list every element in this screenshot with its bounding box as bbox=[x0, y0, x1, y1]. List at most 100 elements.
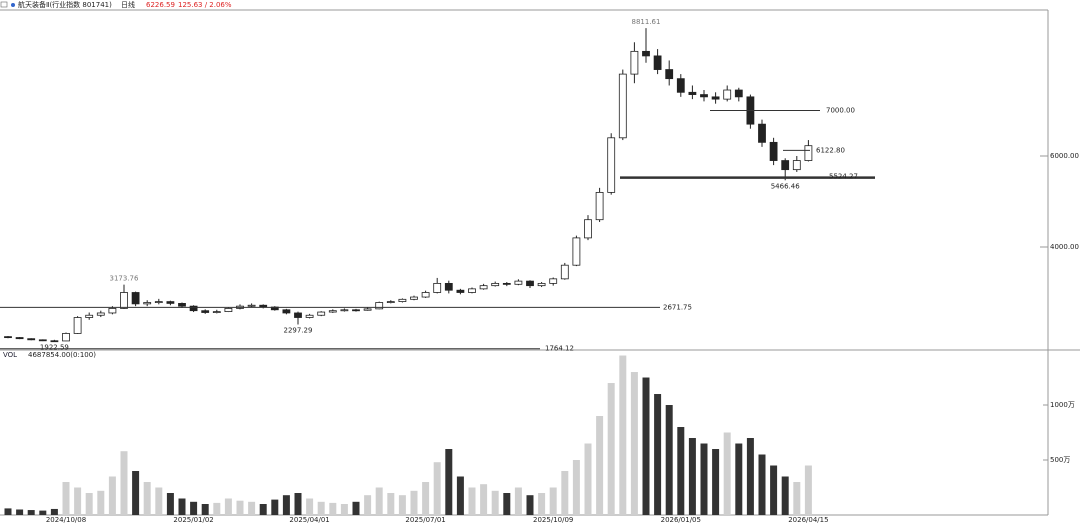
volume-bar bbox=[236, 500, 244, 515]
volume-bar bbox=[781, 476, 789, 515]
volume-bar bbox=[317, 501, 325, 515]
volume-bar bbox=[74, 487, 82, 515]
change: 125.63 / 2.06% bbox=[178, 1, 232, 9]
volume-bar bbox=[561, 471, 569, 515]
volume-bar bbox=[700, 443, 708, 515]
volume-bar bbox=[329, 502, 337, 515]
candle-body bbox=[630, 50, 639, 75]
volume-bar bbox=[596, 416, 604, 515]
menu-icon[interactable] bbox=[0, 1, 8, 8]
volume-bar bbox=[572, 460, 580, 515]
volume-bar bbox=[770, 465, 778, 515]
candle-body bbox=[549, 278, 558, 284]
volume-bar bbox=[62, 482, 70, 515]
candle-body bbox=[282, 309, 291, 314]
volume-bar bbox=[27, 510, 35, 515]
candle-body bbox=[665, 69, 674, 80]
volume-bar bbox=[85, 493, 93, 515]
volume-bar bbox=[143, 482, 151, 515]
candle-body bbox=[421, 292, 430, 298]
volume-bar bbox=[132, 471, 140, 515]
volume-bar bbox=[120, 451, 128, 515]
candle-body bbox=[73, 317, 82, 334]
volume-bar bbox=[735, 443, 743, 515]
candle-body bbox=[120, 292, 128, 309]
volume-bar bbox=[712, 449, 720, 515]
volume-bar bbox=[271, 499, 279, 515]
candle-body bbox=[224, 308, 233, 313]
candle-body bbox=[618, 73, 627, 139]
volume-bar bbox=[445, 449, 453, 515]
candle-body bbox=[688, 91, 697, 95]
volume-bar bbox=[804, 465, 812, 515]
x-tick-label: 2024/10/08 bbox=[46, 516, 86, 524]
volume-bar bbox=[468, 487, 476, 515]
candle-body bbox=[653, 55, 662, 70]
candle-body bbox=[154, 301, 163, 303]
volume-bar bbox=[630, 372, 638, 515]
candle-body bbox=[189, 305, 198, 312]
volume-bar bbox=[503, 493, 511, 515]
volume-bar bbox=[224, 498, 232, 515]
volume-bar bbox=[294, 493, 302, 515]
volume-bar bbox=[654, 394, 662, 515]
candle-body bbox=[178, 303, 186, 307]
volume-bar bbox=[39, 510, 47, 515]
candle-body bbox=[352, 309, 360, 312]
high-label: 3173.76 bbox=[110, 275, 139, 283]
volume-label: VOL bbox=[3, 351, 17, 359]
level-label: 1764.12 bbox=[545, 345, 574, 353]
volume-bar bbox=[97, 490, 105, 515]
volume-bar bbox=[213, 502, 221, 515]
volume-info: 4687854.00(0:100) bbox=[28, 351, 96, 359]
volume-bar bbox=[375, 487, 383, 515]
candle-body bbox=[769, 141, 778, 161]
volume-bar bbox=[514, 487, 522, 515]
candle-body bbox=[734, 89, 743, 98]
candle-body bbox=[642, 50, 650, 57]
candle-body bbox=[340, 309, 349, 312]
candle-body bbox=[804, 145, 813, 161]
volume-bar bbox=[155, 487, 163, 515]
volume-bar bbox=[410, 490, 418, 515]
candle-body bbox=[595, 191, 604, 221]
level-label: 5524.27 bbox=[829, 173, 858, 181]
last-price: 6226.59 bbox=[146, 1, 175, 9]
candle-body bbox=[560, 264, 569, 280]
candle-body bbox=[201, 310, 210, 313]
index-title: 航天装备Ⅱ(行业指数 801741) bbox=[18, 0, 112, 9]
volume-bar bbox=[248, 501, 256, 515]
candle-body bbox=[526, 280, 534, 287]
volume-bar bbox=[387, 493, 395, 515]
candle-body bbox=[676, 78, 685, 93]
candle-body bbox=[4, 336, 12, 339]
candle-body bbox=[247, 304, 256, 307]
volume-bar bbox=[688, 438, 696, 515]
candle-body bbox=[131, 292, 140, 305]
volume-bar bbox=[619, 355, 627, 515]
candle-body bbox=[456, 289, 465, 293]
level-label: 7000.00 bbox=[826, 107, 855, 115]
candle-body bbox=[50, 340, 59, 343]
volume-bar bbox=[259, 504, 267, 515]
volume-bar bbox=[201, 504, 209, 515]
volume-bar bbox=[677, 427, 685, 515]
symbol-dot bbox=[11, 3, 15, 7]
candle-body bbox=[711, 96, 720, 100]
candle-body bbox=[328, 310, 337, 313]
volume-bar bbox=[793, 482, 801, 515]
volume-bar bbox=[549, 487, 557, 515]
level-label: 6122.80 bbox=[816, 146, 845, 154]
candle-body bbox=[468, 288, 476, 293]
volume-bar bbox=[352, 501, 360, 515]
volume-bar bbox=[607, 383, 615, 515]
volume-bar bbox=[340, 504, 348, 515]
volume-bar bbox=[178, 498, 186, 515]
candle-body bbox=[792, 160, 801, 171]
x-tick-label: 2025/07/01 bbox=[405, 516, 445, 524]
candle-body bbox=[143, 302, 152, 305]
period[interactable]: 日线 bbox=[121, 0, 135, 9]
candle-body bbox=[723, 89, 732, 100]
x-tick-label: 2025/04/01 bbox=[289, 516, 329, 524]
